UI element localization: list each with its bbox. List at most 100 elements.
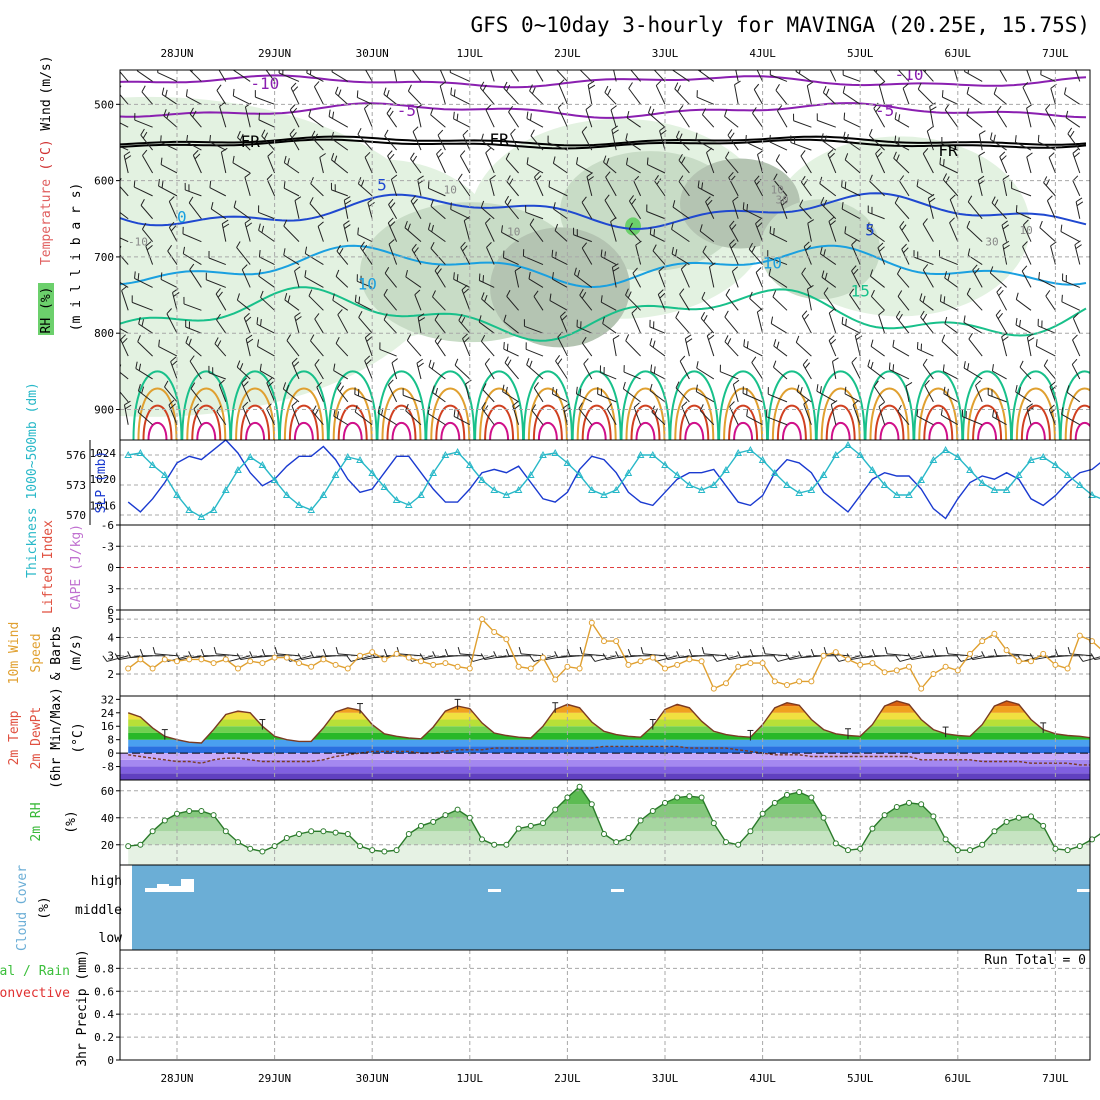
precip-axis-label: 3hr Precip (mm) (75, 949, 90, 1066)
wind-barb-flag (141, 85, 146, 93)
wind-speed-marker (393, 650, 400, 657)
wind-barb-flag (803, 399, 810, 405)
wind-barb-flag (168, 221, 175, 228)
wind-barb (678, 181, 690, 197)
wind-barb-flag (185, 336, 189, 343)
wind-barb-flag (146, 244, 153, 251)
wind-barb (484, 655, 507, 661)
wind-barb-flag (344, 200, 352, 205)
thickness-marker (758, 455, 767, 463)
wind-barb-flag (819, 246, 823, 254)
cloud-gap (169, 886, 181, 892)
wind-barb-flag (514, 266, 522, 272)
wind-barb-flag (337, 382, 342, 389)
wind-barb (534, 176, 544, 197)
wind-barb-flag (773, 173, 778, 181)
wind-barb-flag (604, 194, 610, 201)
wind-barb (360, 247, 373, 265)
wind-barb-flag (383, 313, 388, 321)
wind-barb-flag (579, 646, 583, 654)
thickness-marker (307, 505, 316, 513)
wind-barb (547, 142, 568, 151)
wind-barb-flag (360, 179, 365, 187)
wind-barb-flag (781, 200, 788, 206)
wind10m-axis-label: 10m Wind (7, 622, 22, 685)
wind-barb-flag (972, 264, 978, 271)
wind-barb (679, 293, 690, 311)
wind-barb-flag (140, 198, 145, 206)
wind-barb (939, 163, 959, 174)
temperature-contour-lobe (191, 404, 222, 440)
rh-marker (515, 825, 522, 832)
lifted-index-tick-label: 0 (107, 562, 114, 575)
wind-barb-flag (383, 87, 387, 95)
wind-barb (894, 118, 910, 128)
wind-barb-flag (1075, 197, 1083, 203)
wind-barb (1061, 301, 1081, 311)
thickness-marker (124, 450, 133, 458)
wind-barb-flag (803, 313, 810, 320)
wind-barb-flag (333, 409, 336, 417)
wind-barb-flag (877, 242, 884, 249)
wind-barb-flag (309, 197, 314, 204)
wind-speed-marker (503, 636, 510, 643)
wind-barb (439, 85, 446, 105)
wind-barb-flag (242, 401, 249, 408)
rh-marker (723, 839, 729, 846)
wind-barb (343, 224, 349, 242)
wind-barb-flag (949, 217, 955, 224)
wind-barb (755, 223, 764, 242)
wind-barb (160, 164, 178, 174)
rh-marker (784, 791, 790, 798)
wind-barb (526, 163, 544, 174)
wind-barb (672, 70, 690, 82)
wind-barb-flag (310, 334, 315, 342)
wind-barb-flag (314, 313, 320, 320)
contour-label: -5 (397, 101, 416, 120)
wind-speed-marker (210, 660, 217, 667)
wind-barb-flag (239, 133, 244, 141)
wind-barb-flag (1045, 103, 1051, 110)
wind-barb-flag (1071, 358, 1078, 365)
wind-barb (120, 185, 129, 197)
wind-barb-flag (260, 290, 264, 298)
wind-barb-flag (485, 147, 492, 154)
wind-barb (851, 270, 861, 288)
wind-barb-flag (709, 262, 716, 268)
thickness-marker (807, 485, 816, 493)
wind-barb-flag (460, 317, 466, 324)
wind-barb (242, 406, 251, 425)
wind-barb (828, 340, 837, 357)
wind-barb-flag (503, 314, 507, 322)
wind-barb-flag (746, 409, 749, 417)
wind-barb-flag (120, 85, 122, 89)
wind-barb (138, 390, 153, 403)
temperature-contour-lobe (337, 404, 368, 440)
wind-barb (450, 94, 471, 105)
wind-barb (236, 366, 251, 380)
wind-barb-flag (729, 132, 735, 139)
wind-speed-marker (283, 654, 290, 661)
wind-barb-flag (743, 339, 746, 347)
wind-barb (163, 115, 178, 128)
wind-barb (924, 385, 934, 403)
rh-marker (296, 830, 302, 837)
wind-barb (120, 371, 129, 380)
wind-barb-flag (842, 85, 846, 94)
wind-barb (183, 253, 202, 265)
wind-barb-flag (175, 653, 181, 660)
wind-barb-flag (432, 651, 437, 658)
wind-barb-flag (110, 111, 111, 118)
wind-barb-flag (435, 387, 438, 395)
wind-barb-flag (603, 155, 607, 163)
wind-barb (1072, 153, 1081, 174)
wind-barb (559, 316, 568, 334)
wind-barb-flag (769, 226, 772, 234)
wind-barb-flag (991, 364, 994, 372)
wind-barb (604, 92, 617, 105)
wind-barb-flag (727, 129, 733, 136)
wind-barb-flag (903, 247, 909, 254)
rh-marker (259, 848, 266, 855)
wind-barb (948, 653, 971, 657)
